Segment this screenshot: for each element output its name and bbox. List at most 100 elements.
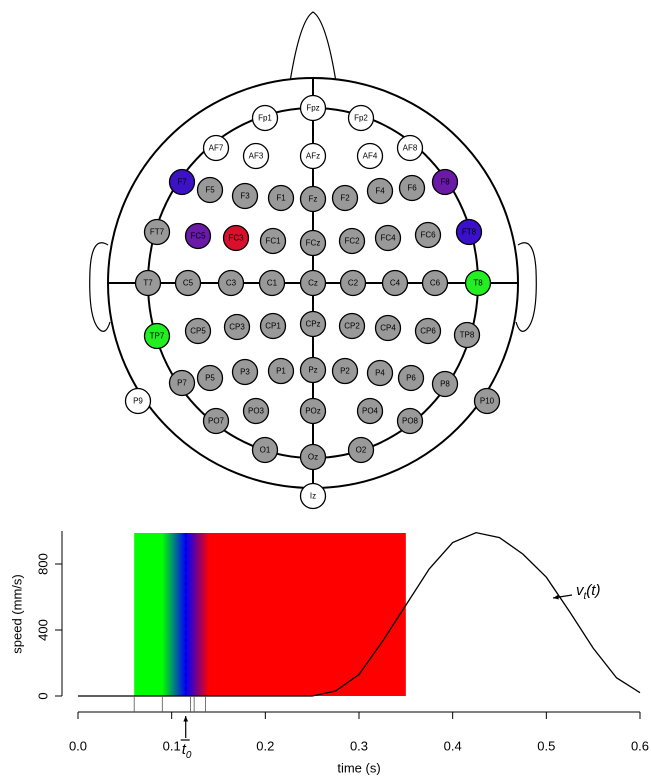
electrode-label: CP2: [344, 322, 360, 331]
electrode: [366, 359, 394, 387]
electrode-label: P6: [406, 374, 416, 383]
electrode-label: F1: [276, 194, 286, 203]
x-axis-title: time (s): [337, 760, 380, 775]
electrode-label: F7: [177, 178, 187, 187]
electrode: [184, 317, 212, 345]
electrode-label: Fz: [309, 195, 318, 204]
electrode: [143, 322, 171, 350]
electrode: [259, 227, 287, 255]
electrode: [338, 312, 366, 340]
electrode-label: FC6: [420, 231, 436, 240]
electrode: [431, 168, 459, 196]
x-tick-label: 0.1: [163, 738, 181, 753]
electrode-label: P4: [375, 369, 385, 378]
electrode: [231, 182, 259, 210]
y-tick-label: 0: [35, 692, 50, 699]
electrode-label: FC4: [380, 234, 396, 243]
electrode-label: CP3: [229, 323, 245, 332]
electrode: [331, 184, 359, 212]
electrode: [356, 142, 384, 170]
nose: [289, 11, 337, 83]
x-tick-label: 0.5: [537, 738, 555, 753]
electrode-label: Oz: [308, 453, 318, 462]
t0-label: t0: [182, 741, 192, 761]
electrode: [397, 364, 425, 392]
electrode-label: PO3: [248, 407, 265, 416]
electrode: [299, 269, 327, 297]
electrode-label: O2: [356, 446, 367, 455]
electrode-label: Fp1: [258, 114, 272, 123]
electrode: [299, 142, 327, 170]
electrode: [174, 269, 202, 297]
electrode-label: P8: [440, 380, 450, 389]
electrode: [366, 177, 394, 205]
electrode: [202, 407, 230, 435]
x-tick-label: 0.3: [350, 738, 368, 753]
electrode: [242, 397, 270, 425]
electrode: [374, 314, 402, 342]
electrode-label: F3: [240, 192, 250, 201]
electrode-label: FC5: [190, 232, 206, 241]
electrode-label: AF4: [363, 152, 378, 161]
electrode: [431, 370, 459, 398]
electrode-label: P10: [480, 397, 495, 406]
electrode-label: C4: [390, 279, 401, 288]
x-tick-label: 0.6: [631, 738, 649, 753]
electrode: [242, 142, 270, 170]
x-tick-label: 0.4: [444, 738, 462, 753]
electrode-label: C2: [348, 279, 359, 288]
electrode-label: Cz: [308, 279, 318, 288]
x-tick-label: 0.2: [256, 738, 274, 753]
electrode: [331, 357, 359, 385]
electrode-label: P5: [205, 374, 215, 383]
curve-label: vt(t): [576, 582, 600, 602]
electrode: [222, 224, 250, 252]
electrode: [347, 436, 375, 464]
electrode: [299, 185, 327, 213]
electrode-label: T7: [143, 279, 153, 288]
electrode-label: F6: [407, 184, 417, 193]
electrode: [124, 387, 152, 415]
electrode: [202, 134, 230, 162]
electrode: [396, 134, 424, 162]
electrode: [374, 224, 402, 252]
electrode: [299, 356, 327, 384]
x-tick-label: 0.0: [69, 738, 87, 753]
electrode-label: C1: [267, 279, 278, 288]
time-band: [134, 533, 406, 696]
electrode: [299, 94, 327, 122]
electrode: [217, 269, 245, 297]
left-ear: [89, 242, 111, 332]
curve-label-suffix: (t): [586, 582, 600, 599]
electrode: [414, 317, 442, 345]
electrode-label: C5: [183, 279, 194, 288]
electrode: [196, 364, 224, 392]
electrode-label: P9: [133, 397, 143, 406]
electrode-label: Fpz: [306, 104, 319, 113]
electrode-label: PO4: [362, 407, 379, 416]
electrode: [168, 369, 196, 397]
electrode: [251, 436, 279, 464]
electrode: [299, 310, 327, 338]
electrode-label: AF8: [403, 144, 418, 153]
electrode-label: T8: [473, 279, 483, 288]
electrode-label: F2: [340, 194, 350, 203]
electrode: [267, 184, 295, 212]
electrode: [251, 104, 279, 132]
electrode-label: FC3: [228, 234, 244, 243]
right-ear: [515, 242, 537, 332]
electrode-label: Pz: [308, 366, 317, 375]
electrode-label: C3: [226, 279, 237, 288]
electrode: [398, 174, 426, 202]
electrode-label: O1: [260, 446, 271, 455]
electrode-label: CP4: [380, 324, 396, 333]
electrode: [258, 269, 286, 297]
electrode-label: P7: [177, 379, 187, 388]
electrode-label: P1: [276, 367, 286, 376]
electrode-label: FCz: [306, 239, 321, 248]
electrode: [464, 269, 492, 297]
electrode-label: Fp2: [354, 114, 368, 123]
electrode-label: FC1: [265, 237, 281, 246]
electrode-label: PO8: [402, 417, 419, 426]
electrode: [134, 269, 162, 297]
